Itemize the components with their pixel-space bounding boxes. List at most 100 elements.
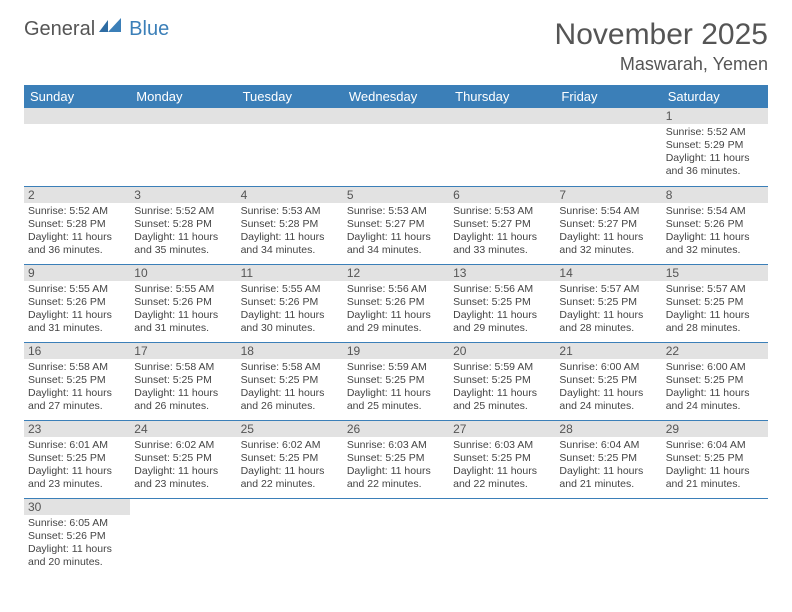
day-number: 10 [130, 265, 236, 281]
day-cell [343, 108, 449, 186]
day-cell: 17Sunrise: 5:58 AMSunset: 5:25 PMDayligh… [130, 342, 236, 420]
week-row: 30Sunrise: 6:05 AMSunset: 5:26 PMDayligh… [24, 498, 768, 576]
day-number: 30 [24, 499, 130, 515]
day-content: Sunrise: 5:55 AMSunset: 5:26 PMDaylight:… [237, 281, 343, 340]
day-cell [449, 108, 555, 186]
day-number: 4 [237, 187, 343, 203]
day-cell: 11Sunrise: 5:55 AMSunset: 5:26 PMDayligh… [237, 264, 343, 342]
header: General Blue November 2025 Maswarah, Yem… [24, 18, 768, 75]
day-cell: 15Sunrise: 5:57 AMSunset: 5:25 PMDayligh… [662, 264, 768, 342]
day-content: Sunrise: 5:59 AMSunset: 5:25 PMDaylight:… [449, 359, 555, 418]
day-cell: 6Sunrise: 5:53 AMSunset: 5:27 PMDaylight… [449, 186, 555, 264]
day-number: 9 [24, 265, 130, 281]
day-cell: 19Sunrise: 5:59 AMSunset: 5:25 PMDayligh… [343, 342, 449, 420]
day-cell: 13Sunrise: 5:56 AMSunset: 5:25 PMDayligh… [449, 264, 555, 342]
day-content: Sunrise: 5:53 AMSunset: 5:28 PMDaylight:… [237, 203, 343, 262]
day-cell [343, 498, 449, 576]
empty-day-bar [24, 108, 130, 124]
day-cell [555, 108, 661, 186]
day-number: 19 [343, 343, 449, 359]
day-number: 16 [24, 343, 130, 359]
day-cell: 1Sunrise: 5:52 AMSunset: 5:29 PMDaylight… [662, 108, 768, 186]
day-header-row: Sunday Monday Tuesday Wednesday Thursday… [24, 85, 768, 108]
day-number: 6 [449, 187, 555, 203]
day-number: 17 [130, 343, 236, 359]
logo: General Blue [24, 18, 169, 41]
day-content: Sunrise: 5:56 AMSunset: 5:26 PMDaylight:… [343, 281, 449, 340]
day-cell: 10Sunrise: 5:55 AMSunset: 5:26 PMDayligh… [130, 264, 236, 342]
week-row: 2Sunrise: 5:52 AMSunset: 5:28 PMDaylight… [24, 186, 768, 264]
logo-text-blue: Blue [129, 18, 169, 41]
day-cell [130, 498, 236, 576]
day-number: 26 [343, 421, 449, 437]
day-number: 12 [343, 265, 449, 281]
day-cell: 5Sunrise: 5:53 AMSunset: 5:27 PMDaylight… [343, 186, 449, 264]
day-content: Sunrise: 6:02 AMSunset: 5:25 PMDaylight:… [237, 437, 343, 496]
day-cell: 4Sunrise: 5:53 AMSunset: 5:28 PMDaylight… [237, 186, 343, 264]
day-cell: 3Sunrise: 5:52 AMSunset: 5:28 PMDaylight… [130, 186, 236, 264]
day-cell [130, 108, 236, 186]
day-content: Sunrise: 5:55 AMSunset: 5:26 PMDaylight:… [24, 281, 130, 340]
day-content: Sunrise: 6:04 AMSunset: 5:25 PMDaylight:… [555, 437, 661, 496]
day-content: Sunrise: 6:03 AMSunset: 5:25 PMDaylight:… [343, 437, 449, 496]
day-header: Saturday [662, 85, 768, 108]
day-cell [237, 498, 343, 576]
empty-day-bar [343, 108, 449, 124]
day-number: 22 [662, 343, 768, 359]
day-cell [449, 498, 555, 576]
day-number: 27 [449, 421, 555, 437]
day-header: Wednesday [343, 85, 449, 108]
day-cell [662, 498, 768, 576]
calendar-body: 1Sunrise: 5:52 AMSunset: 5:29 PMDaylight… [24, 108, 768, 576]
day-cell: 26Sunrise: 6:03 AMSunset: 5:25 PMDayligh… [343, 420, 449, 498]
day-content: Sunrise: 5:57 AMSunset: 5:25 PMDaylight:… [555, 281, 661, 340]
day-number: 14 [555, 265, 661, 281]
day-header: Friday [555, 85, 661, 108]
location: Maswarah, Yemen [555, 54, 768, 75]
day-number: 24 [130, 421, 236, 437]
day-content: Sunrise: 5:58 AMSunset: 5:25 PMDaylight:… [237, 359, 343, 418]
day-cell: 22Sunrise: 6:00 AMSunset: 5:25 PMDayligh… [662, 342, 768, 420]
day-content: Sunrise: 5:56 AMSunset: 5:25 PMDaylight:… [449, 281, 555, 340]
day-content: Sunrise: 6:01 AMSunset: 5:25 PMDaylight:… [24, 437, 130, 496]
logo-text-general: General [24, 18, 95, 41]
day-cell: 12Sunrise: 5:56 AMSunset: 5:26 PMDayligh… [343, 264, 449, 342]
week-row: 23Sunrise: 6:01 AMSunset: 5:25 PMDayligh… [24, 420, 768, 498]
day-number: 21 [555, 343, 661, 359]
day-cell: 30Sunrise: 6:05 AMSunset: 5:26 PMDayligh… [24, 498, 130, 576]
month-title: November 2025 [555, 18, 768, 52]
empty-day-bar [237, 108, 343, 124]
day-cell: 27Sunrise: 6:03 AMSunset: 5:25 PMDayligh… [449, 420, 555, 498]
logo-flag-icon [99, 18, 127, 41]
day-header: Thursday [449, 85, 555, 108]
day-header: Tuesday [237, 85, 343, 108]
day-content: Sunrise: 6:05 AMSunset: 5:26 PMDaylight:… [24, 515, 130, 574]
day-number: 18 [237, 343, 343, 359]
day-number: 11 [237, 265, 343, 281]
day-content: Sunrise: 5:59 AMSunset: 5:25 PMDaylight:… [343, 359, 449, 418]
day-content: Sunrise: 5:58 AMSunset: 5:25 PMDaylight:… [24, 359, 130, 418]
day-cell: 21Sunrise: 6:00 AMSunset: 5:25 PMDayligh… [555, 342, 661, 420]
day-cell: 29Sunrise: 6:04 AMSunset: 5:25 PMDayligh… [662, 420, 768, 498]
day-number: 1 [662, 108, 768, 124]
day-content: Sunrise: 5:57 AMSunset: 5:25 PMDaylight:… [662, 281, 768, 340]
day-content: Sunrise: 5:54 AMSunset: 5:26 PMDaylight:… [662, 203, 768, 262]
day-content: Sunrise: 5:58 AMSunset: 5:25 PMDaylight:… [130, 359, 236, 418]
empty-day-bar [555, 108, 661, 124]
day-number: 3 [130, 187, 236, 203]
day-cell [555, 498, 661, 576]
day-number: 2 [24, 187, 130, 203]
calendar-table: Sunday Monday Tuesday Wednesday Thursday… [24, 85, 768, 576]
week-row: 1Sunrise: 5:52 AMSunset: 5:29 PMDaylight… [24, 108, 768, 186]
day-cell: 28Sunrise: 6:04 AMSunset: 5:25 PMDayligh… [555, 420, 661, 498]
day-number: 28 [555, 421, 661, 437]
empty-day-bar [130, 108, 236, 124]
title-block: November 2025 Maswarah, Yemen [555, 18, 768, 75]
day-number: 13 [449, 265, 555, 281]
week-row: 9Sunrise: 5:55 AMSunset: 5:26 PMDaylight… [24, 264, 768, 342]
day-header: Sunday [24, 85, 130, 108]
day-cell: 18Sunrise: 5:58 AMSunset: 5:25 PMDayligh… [237, 342, 343, 420]
day-cell: 7Sunrise: 5:54 AMSunset: 5:27 PMDaylight… [555, 186, 661, 264]
day-cell: 8Sunrise: 5:54 AMSunset: 5:26 PMDaylight… [662, 186, 768, 264]
day-content: Sunrise: 5:53 AMSunset: 5:27 PMDaylight:… [449, 203, 555, 262]
